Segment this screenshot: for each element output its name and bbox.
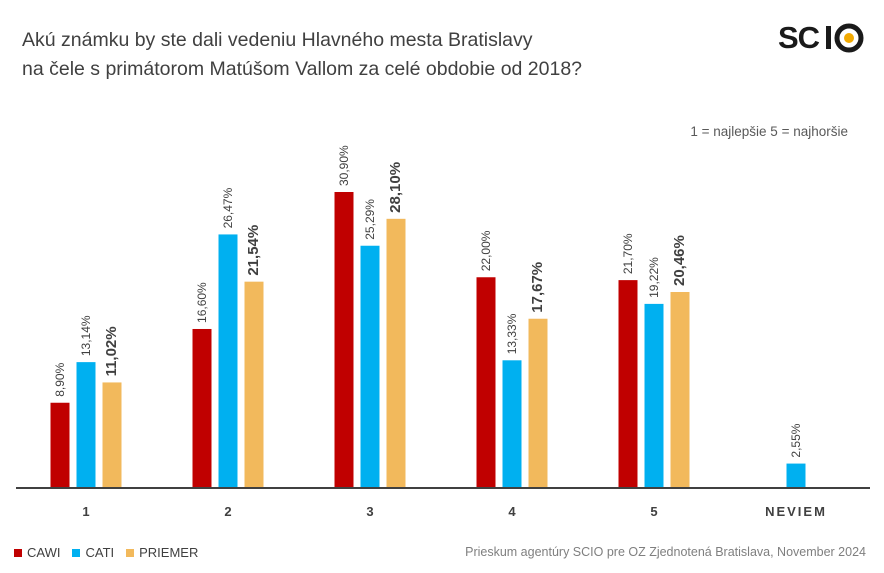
scio-logo-dot [844,33,854,43]
bar-cawi-5 [618,280,638,488]
data-label-cawi-1: 8,90% [53,362,67,396]
legend-item-cawi: CAWI [14,545,60,560]
data-label-priemer-4: 17,67% [529,262,546,313]
data-label-cawi-3: 30,90% [337,145,351,186]
data-label-cati-3: 25,29% [363,199,377,240]
bar-cati-6 [786,463,806,488]
bar-cati-3 [360,245,380,488]
bar-priemer-2 [244,281,264,488]
scio-logo: SC O [778,20,864,55]
scale-note: 1 = najlepšie 5 = najhoršie [690,124,848,139]
legend: CAWI CATI PRIEMER [14,545,210,560]
data-label-cawi-5: 21,70% [621,233,635,274]
scio-logo-text: SC [778,20,820,55]
bar-cati-4 [502,360,522,488]
data-label-cati-1: 13,14% [79,315,93,356]
chart-title: Akú známku by ste dali vedeniu Hlavného … [22,26,722,84]
data-label-cati-6: 2,55% [789,423,803,457]
scio-logo-bar [826,26,831,49]
legend-item-priemer: PRIEMER [126,545,198,560]
data-label-priemer-3: 28,10% [387,162,404,213]
data-label-cawi-2: 16,60% [195,282,209,323]
bar-cati-2 [218,234,238,488]
legend-swatch-priemer [126,548,135,557]
bar-priemer-5 [670,292,690,488]
bar-cawi-1 [50,402,70,488]
source-note: Prieskum agentúry SCIO pre OZ Zjednotená… [465,545,866,559]
x-tick-label-5: 5 [650,504,657,519]
chart-title-line-1: Akú známku by ste dali vedeniu Hlavného … [22,29,533,51]
legend-swatch-cati [72,548,81,557]
scio-logo-ring [834,23,864,53]
bar-cawi-4 [476,277,496,488]
legend-item-cati: CATI [72,545,114,560]
x-tick-label-2: 2 [224,504,231,519]
legend-label-priemer: PRIEMER [139,545,199,560]
data-label-priemer-1: 11,02% [103,326,120,376]
legend-label-cati: CATI [85,545,115,560]
x-tick-label-1: 1 [82,504,89,519]
data-label-cati-4: 13,33% [505,313,519,354]
x-tick-label-3: 3 [366,504,373,519]
legend-swatch-cawi [14,548,22,557]
legend-label-cawi: CAWI [27,545,61,560]
chart-title-line-2: na čele s primátorom Matúšom Vallom za c… [22,58,583,80]
bar-cati-5 [644,303,664,488]
bar-priemer-3 [386,218,406,488]
bar-cawi-3 [334,192,354,488]
bar-priemer-1 [102,382,122,488]
data-label-priemer-2: 21,54% [245,225,262,276]
data-label-cati-2: 26,47% [221,187,235,228]
data-label-cawi-4: 22,00% [479,230,493,271]
x-tick-label-4: 4 [508,504,516,519]
x-tick-label-6: NEVIEM [765,504,827,519]
data-label-cati-5: 19,22% [647,257,661,298]
bar-cati-1 [76,362,96,488]
bar-priemer-4 [528,318,548,488]
bar-cawi-2 [192,328,212,488]
data-label-priemer-5: 20,46% [671,235,688,286]
